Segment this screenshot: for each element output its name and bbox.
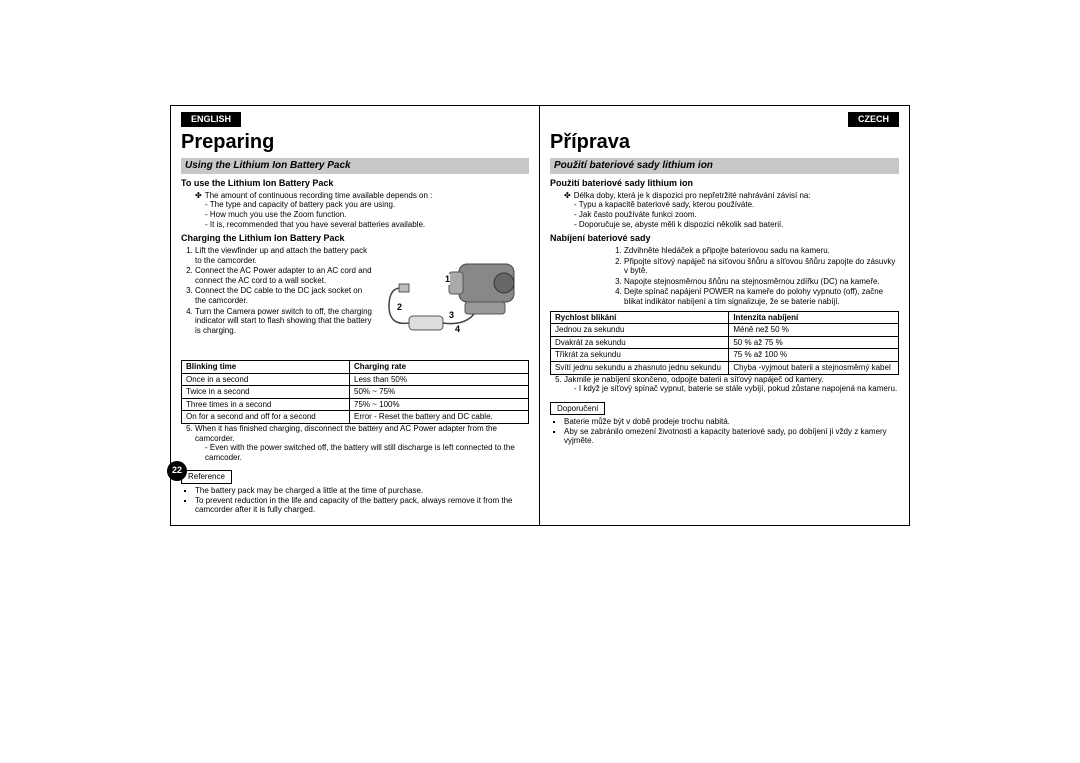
intro-block-cz: ✤Délka doby, která je k dispozici pro ne… [550, 191, 899, 229]
figure-label-4: 4 [455, 324, 460, 335]
intro-bullets-en: The type and capacity of battery pack yo… [205, 200, 529, 229]
clover-icon: ✤ [564, 191, 571, 200]
subheading-use-en: To use the Lithium Ion Battery Pack [181, 178, 529, 189]
subheading-charge-cz: Nabíjení bateriové sady [550, 233, 899, 244]
page-title-cz: Příprava [550, 130, 899, 154]
figure-label-1: 1 [445, 274, 450, 285]
reference-box-cz: Doporučení [550, 402, 605, 416]
subheading-use-cz: Použití bateriové sady lithium ion [550, 178, 899, 189]
section-heading-cz: Použití bateriové sady lithium ion [550, 158, 899, 174]
clover-icon: ✤ [195, 191, 202, 200]
intro-bullets-cz: Typu a kapacitě bateriové sady, kterou p… [574, 200, 899, 229]
camcorder-illustration: 1 2 3 4 [379, 246, 529, 356]
page-title-en: Preparing [181, 130, 529, 154]
page-number-badge: 22 [167, 461, 187, 481]
reference-bullets-en: The battery pack may be charged a little… [195, 486, 529, 515]
manual-page: ENGLISH Preparing Using the Lithium Ion … [170, 105, 910, 526]
reference-box-en: Reference [181, 470, 232, 484]
charge-steps-cz: Zdvihněte hledáček a připojte bateriovou… [624, 246, 899, 307]
intro-block-en: ✤The amount of continuous recording time… [181, 191, 529, 229]
charge-steps-en: Lift the viewfinder up and attach the ba… [195, 246, 375, 335]
reference-bullets-cz: Baterie může být v době prodeje trochu n… [564, 417, 899, 446]
section-heading-en: Using the Lithium Ion Battery Pack [181, 158, 529, 174]
language-tag-english: ENGLISH [181, 112, 241, 127]
step5-en: When it has finished charging, disconnec… [195, 424, 529, 462]
column-english: ENGLISH Preparing Using the Lithium Ion … [171, 106, 540, 525]
figure-label-3: 3 [449, 310, 454, 321]
subheading-charge-en: Charging the Lithium Ion Battery Pack [181, 233, 529, 244]
page-wrap: ENGLISH Preparing Using the Lithium Ion … [0, 0, 1080, 763]
language-tag-czech: CZECH [848, 112, 899, 127]
charging-table-en: Blinking timeCharging rate Once in a sec… [181, 360, 529, 424]
figure-label-2: 2 [397, 302, 402, 313]
column-czech: CZECH Příprava Použití bateriové sady li… [540, 106, 909, 525]
charging-table-cz: Rychlost blikáníIntenzita nabíjení Jedno… [550, 311, 899, 375]
steps-and-figure: Lift the viewfinder up and attach the ba… [181, 246, 529, 356]
step5-cz: Jakmile je nabíjení skončeno, odpojte ba… [564, 375, 899, 394]
